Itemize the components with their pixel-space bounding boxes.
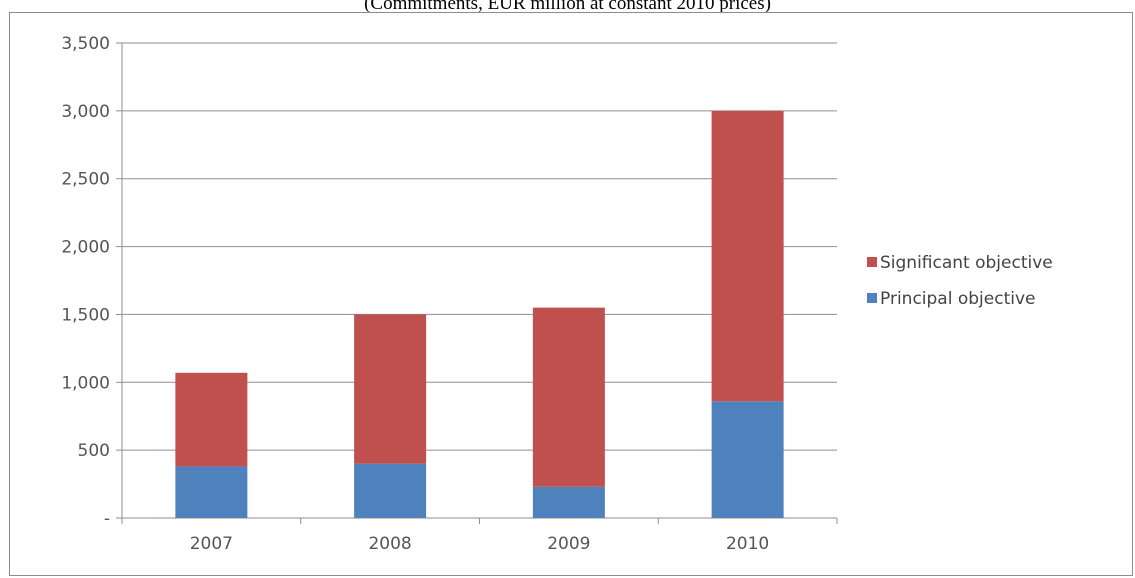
y-tick-label: 3,000 <box>61 102 110 122</box>
legend-label-principal-objective: Principal objective <box>880 289 1035 309</box>
bar-principal-objective-2007 <box>175 466 248 518</box>
legend-swatch-principal-objective <box>867 293 877 303</box>
x-tick-label-2007: 2007 <box>190 534 233 554</box>
chart-subtitle: (Commitments, EUR million at constant 20… <box>364 0 771 14</box>
x-tick-label-2008: 2008 <box>368 534 411 554</box>
bar-significant-objective-2007 <box>175 372 248 467</box>
tick-labels: - 500 1,000 1,500 2,000 2,500 3,000 3,500 2007 20… <box>61 34 769 554</box>
y-tick-label: - <box>104 509 110 529</box>
bar-significant-objective-2009 <box>532 307 605 487</box>
y-tick-label: 2,000 <box>61 238 110 258</box>
y-tick-label: 1,500 <box>61 305 110 325</box>
bar-significant-objective-2010 <box>711 110 784 402</box>
bar-significant-objective-2008 <box>354 314 427 464</box>
bar-principal-objective-2010 <box>711 401 784 518</box>
y-tick-label: 1,000 <box>61 373 110 393</box>
legend: Significant objective Principal objective <box>867 253 1053 309</box>
x-tick-label-2010: 2010 <box>726 534 769 554</box>
x-tick-label-2009: 2009 <box>547 534 590 554</box>
legend-label-significant-objective: Significant objective <box>880 253 1053 273</box>
y-tick-label: 3,500 <box>61 34 110 54</box>
bars <box>175 110 784 518</box>
legend-swatch-significant-objective <box>867 257 877 267</box>
bar-principal-objective-2009 <box>532 486 605 518</box>
y-tick-label: 2,500 <box>61 170 110 190</box>
y-tick-label: 500 <box>78 441 110 461</box>
bar-principal-objective-2008 <box>354 463 427 518</box>
